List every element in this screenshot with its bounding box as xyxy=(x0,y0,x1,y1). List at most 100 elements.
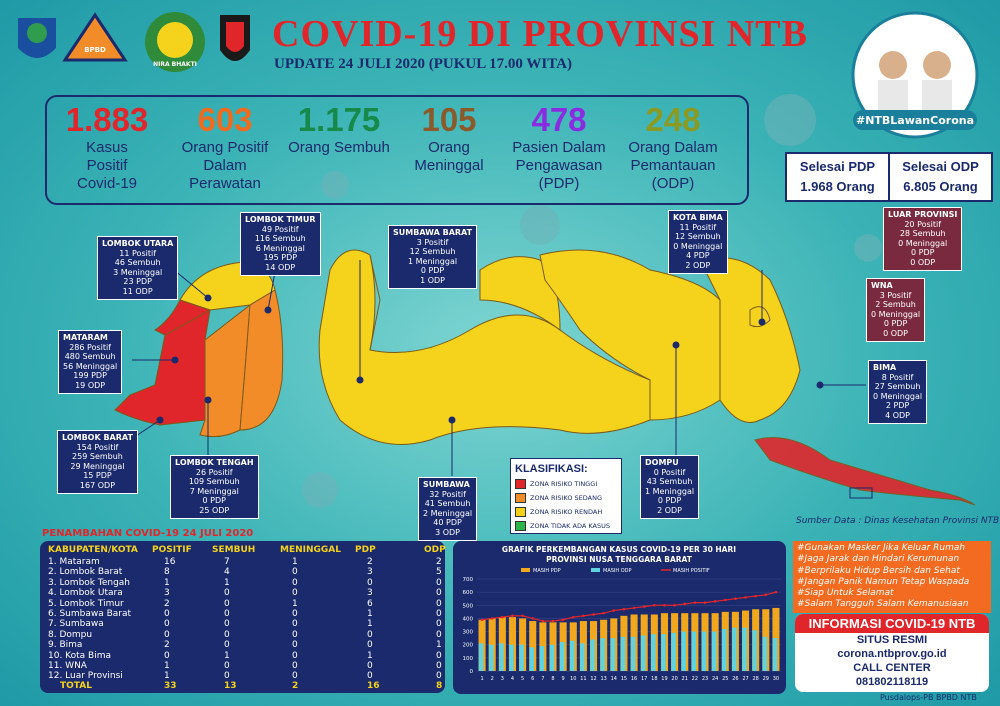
x-tick-label: 26 xyxy=(732,676,738,682)
region-line: 0 PDP xyxy=(657,496,682,506)
region-name: MATARAM xyxy=(63,333,108,342)
region-line: 2 Meninggal xyxy=(423,508,473,518)
table-cell: 2. Lombok Barat xyxy=(48,567,123,578)
legend-label: ZONA RISIKO SEDANG xyxy=(530,494,602,502)
region-box: MATARAM 286 Positif 480 Sembuh 56 Meninggal… xyxy=(58,330,123,394)
region-box: WNA 3 Positif 2 Sembuh 0 Meninggal 0 PDP 0 OD… xyxy=(866,278,926,342)
x-tick-label: 23 xyxy=(702,676,708,682)
region-line: 0 Meninggal xyxy=(871,309,921,319)
x-tick-label: 30 xyxy=(773,676,779,682)
region-line: 116 Sembuh xyxy=(254,234,306,244)
y-tick-label: 0 xyxy=(470,669,474,675)
table-cell: 0 xyxy=(436,588,442,599)
table-cell: 4 xyxy=(224,567,230,578)
legend-label: ZONA RISIKO TINGGI xyxy=(530,480,598,488)
line-point xyxy=(561,618,565,622)
table-total: 8 xyxy=(436,681,443,691)
table-cell: 0 xyxy=(436,650,442,661)
region-line: 0 ODP xyxy=(883,328,909,338)
region-box: SUMBAWA BARAT 3 Positif 12 Sembuh 1 Meningg… xyxy=(388,225,478,289)
line-point xyxy=(582,614,585,618)
table-cell: 0 xyxy=(436,598,442,609)
legend-item: ZONA RISIKO SEDANG xyxy=(515,493,617,503)
subtitle: UPDATE 24 JULI 2020 (PUKUL 17.00 WITA) xyxy=(274,56,572,72)
stat: 478 Pasien Dalam Pengawasan (PDP) xyxy=(499,101,619,193)
table-cell: 0 xyxy=(224,588,230,599)
line-point xyxy=(754,594,757,598)
legend-label: ZONA TIDAK ADA KASUS xyxy=(530,522,610,530)
bar xyxy=(519,644,524,671)
table-cell: 11. WNA xyxy=(48,661,87,671)
line-point xyxy=(480,618,484,622)
table-total: 2 xyxy=(292,681,299,691)
tips: #Gunakan Masker Jika Keluar Rumah #Jaga J… xyxy=(793,541,991,613)
bar xyxy=(509,644,514,671)
bar xyxy=(620,636,626,671)
table-cell: 0 xyxy=(367,629,373,640)
region-line: 0 PDP xyxy=(883,319,908,329)
region-name: LOMBOK TENGAH xyxy=(175,458,254,467)
bar xyxy=(569,640,575,671)
table-cell: 0 xyxy=(164,650,170,661)
table-cell: 1 xyxy=(164,577,170,588)
tip: #Jangan Panik Namun Tetap Waspada xyxy=(797,576,970,587)
line-point xyxy=(622,607,626,611)
x-tick-label: 28 xyxy=(752,676,758,682)
map-connectors xyxy=(129,260,866,476)
table-cell: 0 xyxy=(367,661,373,671)
x-tick-label: 12 xyxy=(590,676,596,682)
line-point xyxy=(571,615,575,619)
table-cell: 0 xyxy=(436,609,442,619)
region-name: LOMBOK TIMUR xyxy=(245,215,316,224)
legend-swatch xyxy=(515,493,526,503)
region-line: 259 Sembuh xyxy=(72,452,123,462)
region-line: 195 PDP xyxy=(263,253,298,263)
bar xyxy=(559,642,565,671)
finished-value: 6.805 Orang xyxy=(903,179,978,194)
table-cell: 0 xyxy=(292,619,298,630)
region-name: BIMA xyxy=(873,363,897,372)
finished-item: Selesai PDP 1.968 Orang xyxy=(787,154,888,200)
region-line: 0 Meninggal xyxy=(898,238,948,248)
region-line: 3 Meninggal xyxy=(113,267,163,277)
region-line: 11 ODP xyxy=(122,286,153,296)
region-line: 11 Positif xyxy=(679,222,717,232)
region-line: 0 Meninggal xyxy=(873,391,923,401)
table-cell: 2 xyxy=(436,557,442,567)
region-line: 43 Sembuh xyxy=(646,477,693,487)
bar xyxy=(671,632,676,671)
table-cell: 0 xyxy=(436,671,442,682)
finished-label: Selesai ODP xyxy=(902,159,979,174)
y-tick-label: 700 xyxy=(463,577,474,583)
region-name: LOMBOK UTARA xyxy=(102,239,174,248)
legend-swatch xyxy=(521,568,530,572)
table-header: PDP xyxy=(355,545,376,555)
region-line: 8 Positif xyxy=(881,372,914,382)
line-point xyxy=(521,614,524,618)
map xyxy=(114,249,976,506)
line-point xyxy=(642,605,646,608)
table-cell: 3. Lombok Tengah xyxy=(48,577,131,588)
logo-text: BPBD xyxy=(84,46,106,54)
region-line: 3 Positif xyxy=(416,237,449,247)
region-box: DOMPU 0 Positif 43 Sembuh 1 Meninggal 0 PDP 2… xyxy=(640,455,700,519)
table-cell: 3 xyxy=(164,588,170,599)
region-box: LOMBOK TENGAH 26 Positif 109 Sembuh 7 Menin… xyxy=(170,455,259,519)
x-tick-label: 4 xyxy=(511,676,514,682)
table-header: ODP xyxy=(424,545,446,555)
table-cell: 0 xyxy=(436,619,442,630)
table-total: 16 xyxy=(367,681,380,691)
x-tick-label: 11 xyxy=(580,676,586,682)
region-line: 4 PDP xyxy=(686,251,710,261)
x-tick-label: 21 xyxy=(682,676,688,682)
title: COVID-19 DI PROVINSI NTB xyxy=(272,13,808,55)
table-cell: 1. Mataram xyxy=(48,557,100,567)
bar xyxy=(691,631,697,671)
region-line: 1 Meninggal xyxy=(645,486,695,496)
region-line: 28 Sembuh xyxy=(899,229,946,239)
line-point xyxy=(703,601,707,604)
x-tick-label: 3 xyxy=(501,676,504,682)
x-tick-label: 17 xyxy=(641,676,647,682)
table-cell: 0 xyxy=(224,640,230,651)
